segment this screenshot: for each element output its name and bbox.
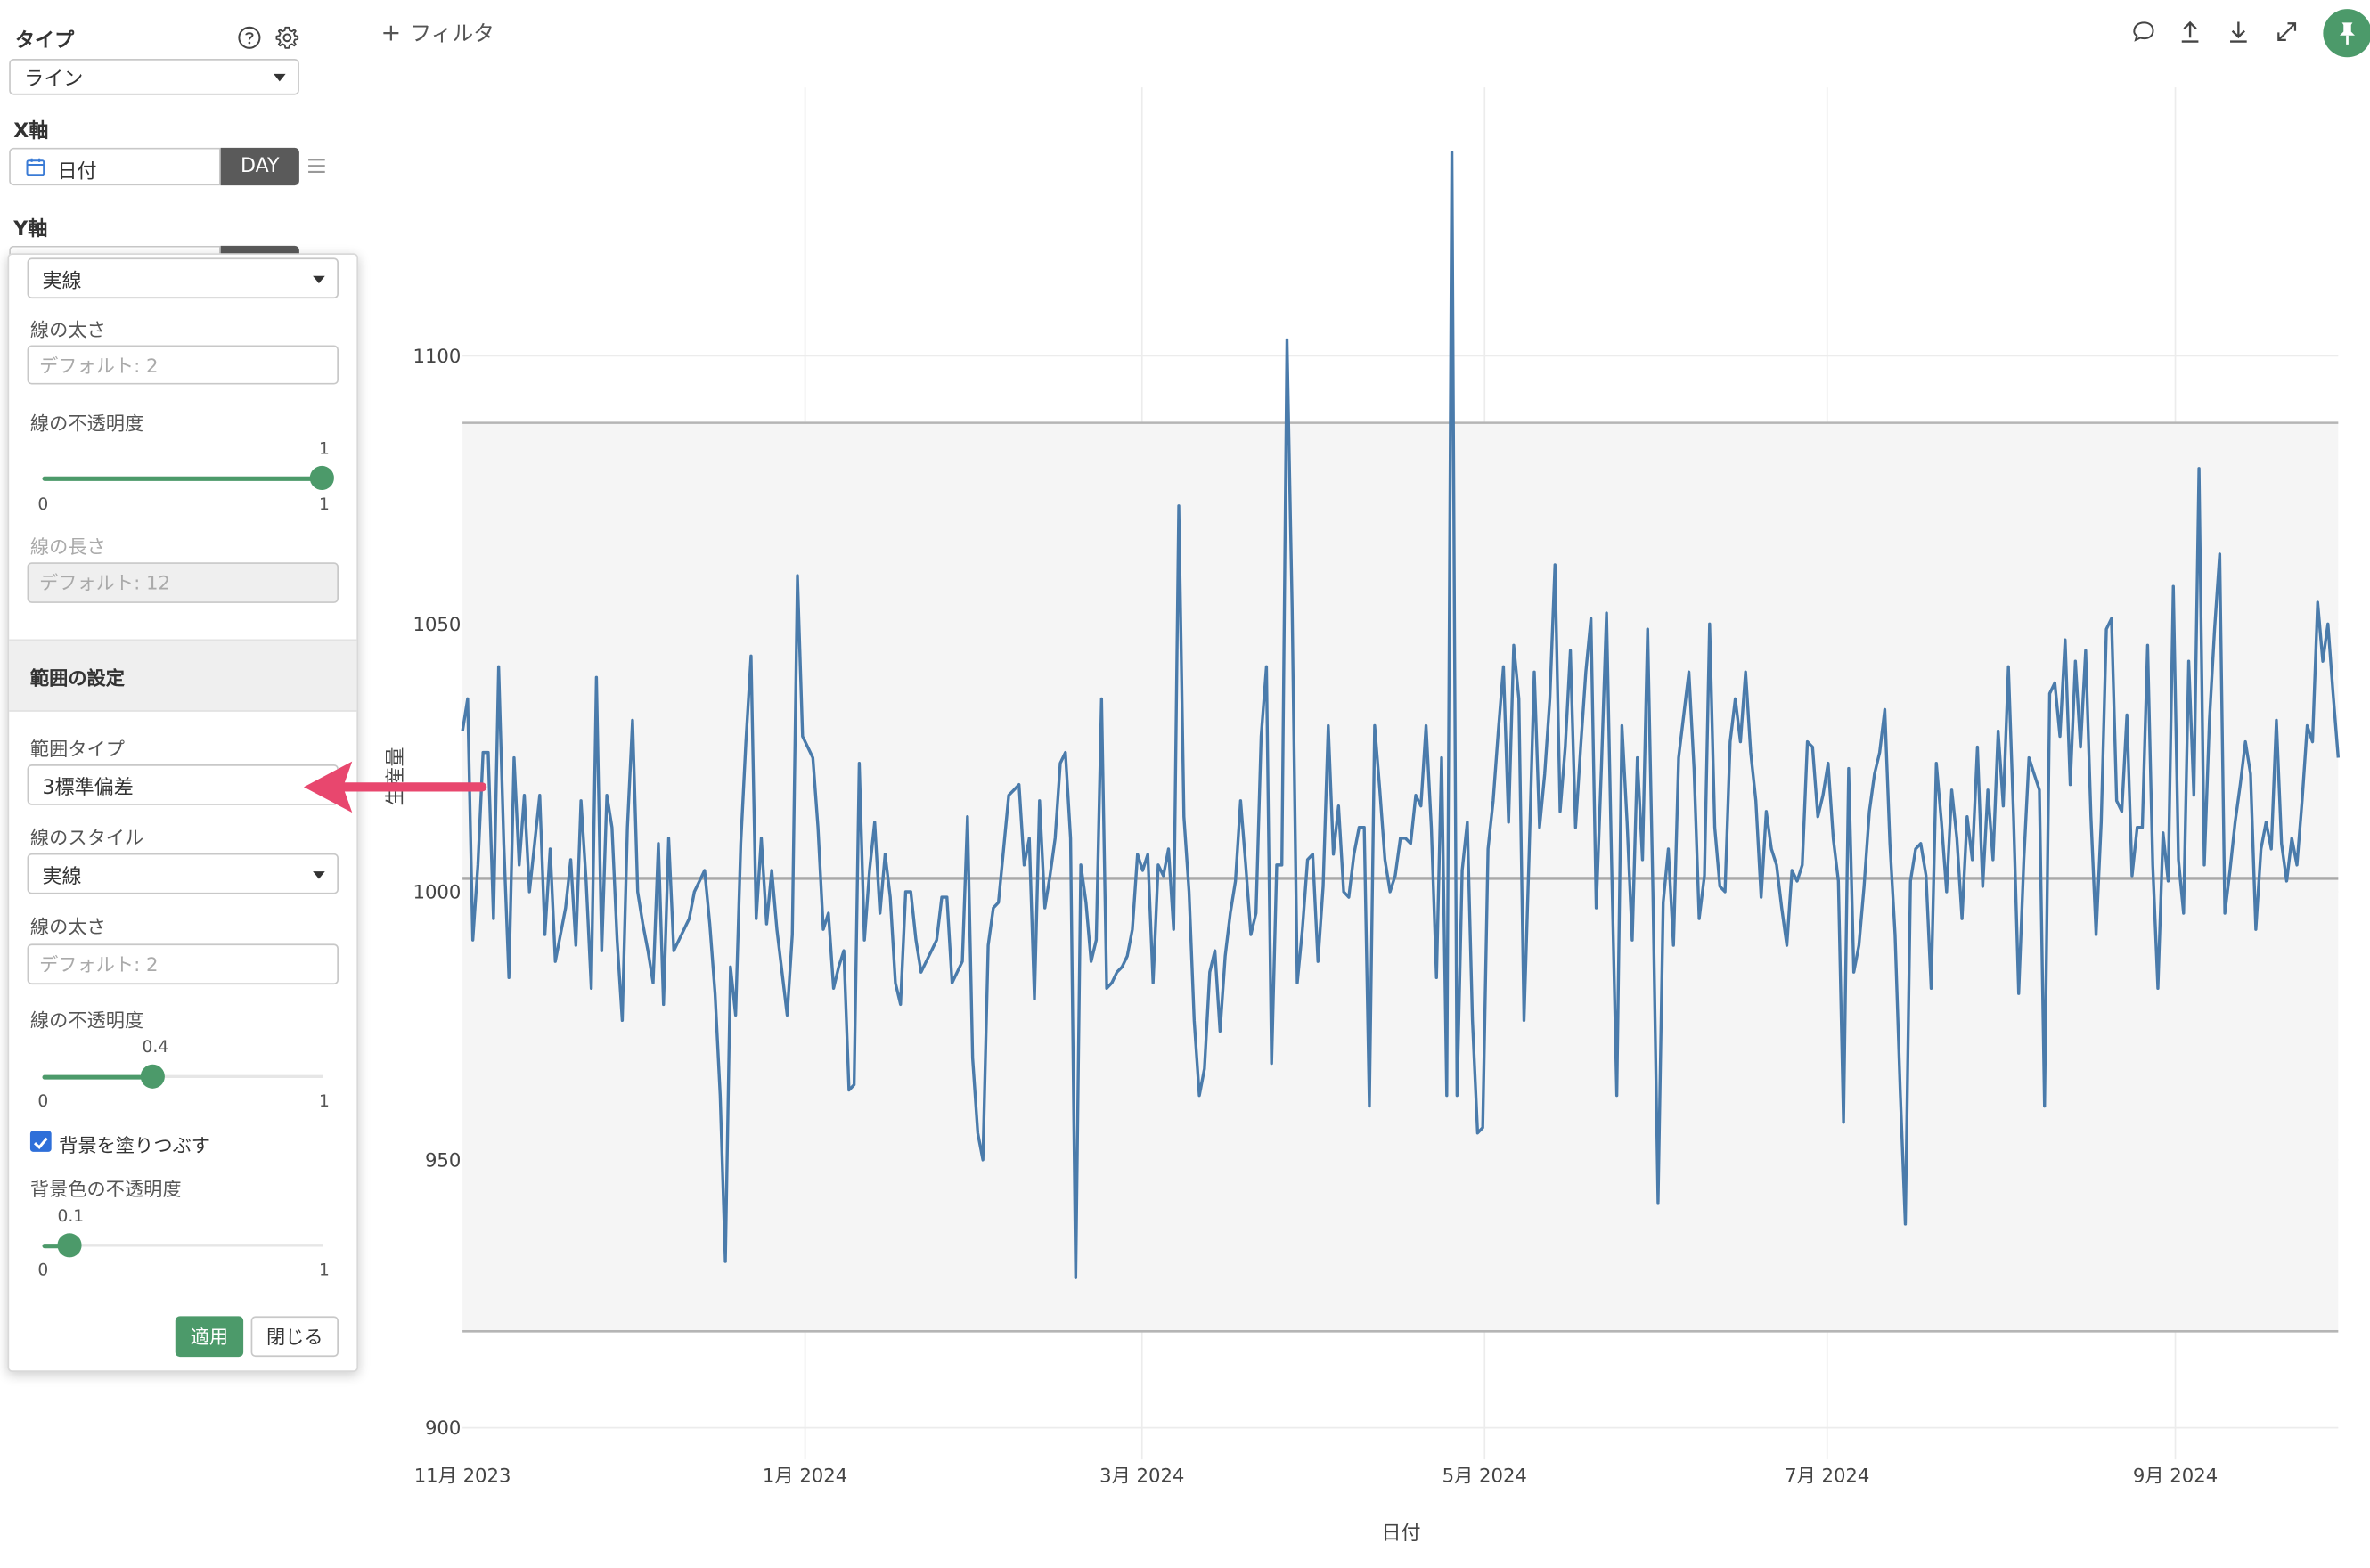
download-icon[interactable] <box>2225 18 2252 45</box>
y-tick-label: 1100 <box>413 345 461 367</box>
y-axis-field[interactable] <box>9 245 221 258</box>
x-axis-title: 日付 <box>1382 1523 1421 1545</box>
bg-opacity-label: 背景色の不透明度 <box>29 1177 182 1201</box>
range-opacity-min: 0 <box>37 1091 49 1112</box>
y-tick-label: 1050 <box>413 613 461 635</box>
range-type-value: 3標準偏差 <box>42 776 134 799</box>
x-axis-field-name: 日付 <box>57 161 97 184</box>
fill-background-label[interactable]: 背景を塗りつぶす <box>59 1133 211 1156</box>
line-width-label: 線の太さ <box>29 318 106 341</box>
range-line-style-value: 実線 <box>42 865 82 888</box>
x-axis-ticks: 11月 2023 1月 2024 3月 2024 5月 2024 7月 2024 9月 2… <box>414 1465 2218 1487</box>
line-style-select-top[interactable]: 実線 <box>27 257 339 299</box>
range-type-select[interactable]: 3標準偏差 <box>27 764 339 805</box>
chevron-down-icon <box>313 870 325 878</box>
chevron-down-icon <box>274 73 286 82</box>
chevron-down-icon <box>313 274 325 283</box>
range-section-title: 範囲の設定 <box>29 666 125 690</box>
x-tick-label: 9月 2024 <box>2133 1465 2218 1487</box>
settings-gear-icon[interactable] <box>275 26 299 50</box>
production-series-line <box>461 151 2341 1279</box>
y-axis-label: Y軸 <box>13 218 48 241</box>
add-filter-button[interactable]: + フィルタ <box>380 18 494 48</box>
range-opacity-label: 線の不透明度 <box>29 1009 144 1032</box>
bg-opacity-value: 0.1 <box>57 1205 85 1226</box>
y-tick-label: 950 <box>425 1148 461 1171</box>
range-line-style-label: 線のスタイル <box>29 826 144 849</box>
y-axis-title: 生産量 <box>385 747 407 806</box>
expand-icon[interactable] <box>2273 18 2301 45</box>
filter-label: フィルタ <box>410 22 494 47</box>
x-tick-label: 5月 2024 <box>1442 1465 1527 1487</box>
menu-icon[interactable] <box>306 157 326 175</box>
upload-icon[interactable] <box>2177 18 2204 45</box>
line-length-label: 線の長さ <box>29 535 106 559</box>
x-axis-unit-button[interactable]: DAY <box>220 147 299 186</box>
close-button[interactable]: 閉じる <box>250 1316 339 1358</box>
range-opacity-slider-handle[interactable] <box>140 1064 165 1089</box>
pin-icon <box>2340 22 2355 45</box>
bg-opacity-slider-handle[interactable] <box>57 1233 82 1258</box>
x-tick-label: 11月 2023 <box>414 1465 511 1487</box>
x-axis-field[interactable]: 日付 <box>9 147 221 186</box>
range-opacity-value: 0.4 <box>142 1037 169 1058</box>
range-opacity-track <box>42 1074 324 1078</box>
type-label: タイプ <box>14 29 75 53</box>
range-line-style-select[interactable]: 実線 <box>27 853 339 894</box>
line-opacity-fill <box>42 476 324 481</box>
range-line-width-input[interactable] <box>27 943 339 985</box>
y-tick-label: 1000 <box>413 881 461 903</box>
range-line-width-label: 線の太さ <box>29 915 106 938</box>
range-section-header: 範囲の設定 <box>9 639 357 712</box>
chart-type-select[interactable]: ライン <box>9 58 299 95</box>
y-axis-ticks: 900 950 1000 1050 1100 <box>413 345 461 1439</box>
x-tick-label: 1月 2024 <box>763 1465 847 1487</box>
line-opacity-value: 1 <box>318 438 330 459</box>
x-tick-label: 3月 2024 <box>1099 1465 1184 1487</box>
calendar-icon <box>26 158 45 176</box>
fill-background-checkbox[interactable] <box>29 1131 52 1152</box>
apply-button[interactable]: 適用 <box>175 1316 244 1358</box>
annotation-arrow-icon <box>303 761 487 813</box>
range-type-label: 範囲タイプ <box>29 737 125 760</box>
range-opacity-fill <box>42 1074 155 1080</box>
settings-popup: 実線 線の太さ 線の不透明度 1 0 1 線の長さ 範囲の設定 範囲タイプ 3標… <box>7 253 359 1372</box>
line-opacity-label: 線の不透明度 <box>29 411 144 435</box>
line-opacity-max: 1 <box>318 494 330 515</box>
x-tick-label: 7月 2024 <box>1785 1465 1869 1487</box>
y-tick-label: 900 <box>425 1417 461 1439</box>
x-axis-label: X軸 <box>13 120 49 143</box>
line-width-input[interactable] <box>27 345 339 385</box>
plus-icon: + <box>380 18 402 47</box>
line-opacity-slider-handle[interactable] <box>309 465 334 490</box>
range-opacity-max: 1 <box>318 1091 330 1112</box>
bg-opacity-max: 1 <box>318 1260 330 1280</box>
line-style-top-value: 実線 <box>42 269 82 293</box>
pin-button[interactable] <box>2323 9 2370 58</box>
bg-opacity-min: 0 <box>37 1260 49 1280</box>
bg-opacity-track <box>42 1244 324 1247</box>
help-icon[interactable] <box>237 26 261 50</box>
comment-icon[interactable] <box>2129 18 2157 45</box>
bg-opacity-fill <box>42 1244 70 1249</box>
chart-type-value: ライン <box>24 68 84 92</box>
checkmark-icon <box>33 1137 48 1150</box>
line-length-input <box>27 562 339 603</box>
line-opacity-min: 0 <box>37 494 49 515</box>
